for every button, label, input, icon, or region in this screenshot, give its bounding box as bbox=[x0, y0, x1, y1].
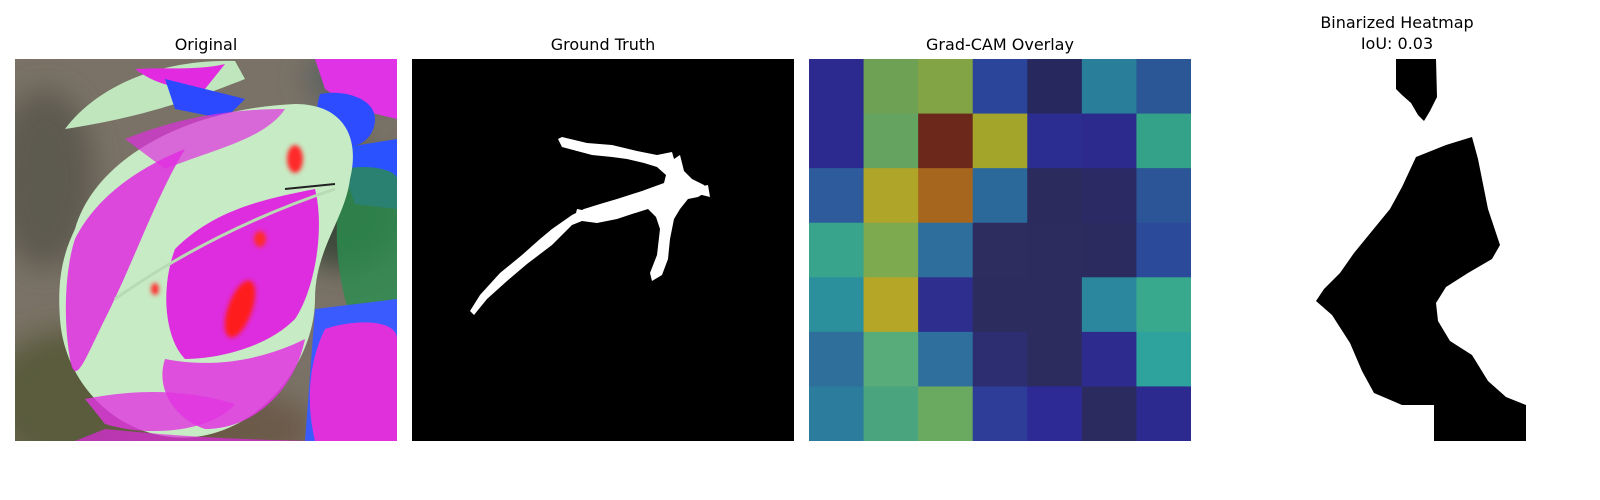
heatmap-cell bbox=[973, 386, 1028, 441]
binarized-title: Binarized Heatmap IoU: 0.03 bbox=[1206, 13, 1588, 55]
heatmap-cell bbox=[1136, 386, 1191, 441]
heatmap-cell bbox=[973, 168, 1028, 223]
heatmap-cell bbox=[973, 114, 1028, 169]
heatmap-cell bbox=[1027, 59, 1082, 114]
heatmap-cell bbox=[1027, 332, 1082, 387]
iou-label: IoU: 0.03 bbox=[1206, 34, 1588, 55]
heatmap-cell bbox=[809, 223, 864, 278]
binarized-title-line1: Binarized Heatmap bbox=[1206, 13, 1588, 34]
heatmap-cell bbox=[918, 277, 973, 332]
heatmap-cell bbox=[1136, 114, 1191, 169]
heatmap-cell bbox=[864, 114, 919, 169]
heatmap-cell bbox=[973, 277, 1028, 332]
heatmap-cell bbox=[864, 59, 919, 114]
heatmap-cell bbox=[1027, 223, 1082, 278]
heatmap-cell bbox=[918, 386, 973, 441]
heatmap-cell bbox=[1027, 168, 1082, 223]
heatmap-cell bbox=[918, 114, 973, 169]
heatmap-cell bbox=[1136, 277, 1191, 332]
binarized-mask bbox=[1206, 59, 1588, 441]
heatmap-cell bbox=[809, 332, 864, 387]
heatmap-cell bbox=[1027, 277, 1082, 332]
gradcam-title: Grad-CAM Overlay bbox=[809, 35, 1191, 55]
heatmap-cell bbox=[1027, 114, 1082, 169]
heatmap-cell bbox=[1027, 386, 1082, 441]
gradcam-heatmap bbox=[809, 59, 1191, 441]
heatmap-cell bbox=[1136, 168, 1191, 223]
heatmap-cell bbox=[809, 114, 864, 169]
heatmap-cell bbox=[1082, 168, 1137, 223]
heatmap-cell bbox=[918, 168, 973, 223]
heatmap-cell bbox=[1082, 386, 1137, 441]
heatmap-cell bbox=[1082, 277, 1137, 332]
heatmap-cell bbox=[809, 277, 864, 332]
heatmap-cell bbox=[973, 332, 1028, 387]
original-image bbox=[15, 59, 397, 441]
heatmap-cell bbox=[918, 332, 973, 387]
heatmap-cell bbox=[1082, 332, 1137, 387]
heatmap-cell bbox=[1082, 114, 1137, 169]
heatmap-cell bbox=[973, 59, 1028, 114]
heatmap-cell bbox=[1082, 223, 1137, 278]
heatmap-cell bbox=[809, 168, 864, 223]
ground-truth-title: Ground Truth bbox=[412, 35, 794, 55]
heatmap-cell bbox=[809, 386, 864, 441]
heatmap-cell bbox=[918, 223, 973, 278]
heatmap-cell bbox=[809, 59, 864, 114]
heatmap-cell bbox=[864, 386, 919, 441]
heatmap-cell bbox=[1136, 223, 1191, 278]
ground-truth-mask bbox=[412, 59, 794, 441]
heatmap-cell bbox=[1136, 59, 1191, 114]
heatmap-cell bbox=[1082, 59, 1137, 114]
heatmap-cell bbox=[918, 59, 973, 114]
original-title: Original bbox=[15, 35, 397, 55]
heatmap-cell bbox=[864, 223, 919, 278]
heatmap-cell bbox=[864, 168, 919, 223]
heatmap-cell bbox=[973, 223, 1028, 278]
heatmap-cell bbox=[864, 277, 919, 332]
heatmap-cell bbox=[864, 332, 919, 387]
heatmap-cell bbox=[1136, 332, 1191, 387]
